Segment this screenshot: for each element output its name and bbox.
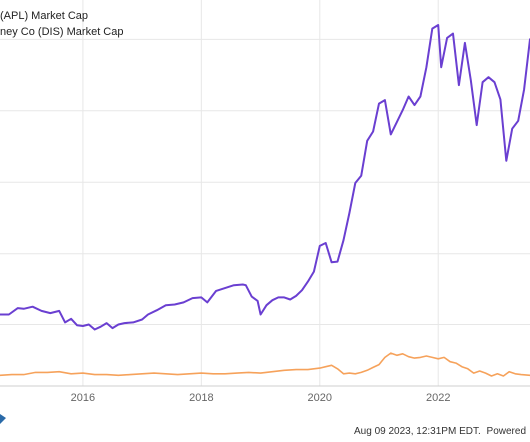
series-line-disney [0, 352, 530, 377]
chart-legend: (APL) Market Cap ney Co (DIS) Market Cap [0, 8, 123, 40]
x-tick-label-2022: 2022 [426, 392, 450, 404]
legend-entry-disney: ney Co (DIS) Market Cap [0, 26, 124, 38]
footer-timestamp: Aug 09 2023, 12:31PM EDT. [354, 426, 481, 437]
brand-logo-icon [0, 414, 6, 424]
x-tick-label-2020: 2020 [308, 392, 332, 404]
legend-entry-apple: (APL) Market Cap [0, 10, 89, 22]
footer-powered: Powered [486, 426, 526, 437]
x-tick-label-2016: 2016 [71, 392, 95, 404]
x-axis-ticks: 2016 2018 2020 2022 [71, 392, 451, 404]
series-lines [0, 24, 530, 377]
gridlines [0, 0, 530, 387]
chart-footer: Aug 09 2023, 12:31PM EDT. Powered [351, 426, 526, 437]
series-line-apple [0, 24, 530, 331]
x-tick-label-2018: 2018 [189, 392, 213, 404]
